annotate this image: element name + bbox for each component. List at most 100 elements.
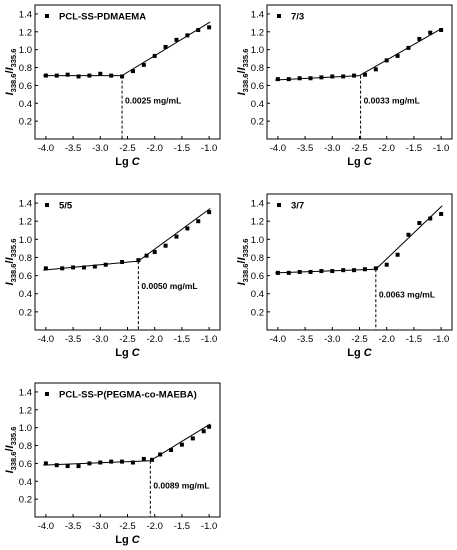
data-point xyxy=(174,37,179,42)
legend-label: 7/3 xyxy=(291,12,304,23)
y-axis-label-part: 338.6 xyxy=(9,264,18,283)
y-tick-label: 0.4 xyxy=(19,477,32,488)
y-tick-label: 0.2 xyxy=(19,117,32,128)
data-point xyxy=(352,73,357,78)
data-point xyxy=(152,53,157,58)
x-tick-label: -1.0 xyxy=(433,143,449,154)
y-tick-label: 1.0 xyxy=(19,45,32,56)
legend-label: 3/7 xyxy=(291,201,304,212)
y-tick-label: 0.6 xyxy=(251,271,264,282)
data-point xyxy=(81,265,86,270)
data-point xyxy=(362,72,367,77)
legend-label: PCL-SS-P(PEGMA-co-MAEBA) xyxy=(59,390,197,401)
x-axis-label-text: Lg xyxy=(347,156,360,168)
legend-label: 5/5 xyxy=(59,201,73,212)
plot-frame xyxy=(266,4,453,140)
data-point xyxy=(54,73,59,78)
data-point xyxy=(141,62,146,67)
y-axis-label-part: 338.6 xyxy=(241,264,250,283)
data-point xyxy=(65,72,70,77)
data-point xyxy=(275,270,280,275)
x-tick-label: -4.0 xyxy=(38,521,54,532)
y-axis-label-part: I xyxy=(236,256,248,260)
data-point xyxy=(87,461,92,466)
x-tick-label: -3.0 xyxy=(324,143,340,154)
legend-marker xyxy=(277,203,281,207)
x-tick-label: -1.0 xyxy=(433,334,449,345)
x-tick-label: -3.0 xyxy=(92,521,108,532)
y-axis-label-part: / xyxy=(236,70,248,73)
x-tick-label: -1.5 xyxy=(174,143,190,154)
data-point xyxy=(297,269,302,274)
data-point xyxy=(308,76,313,81)
y-axis-label: I338.6/I335.6 xyxy=(4,49,18,96)
y-tick-label: 0.8 xyxy=(251,63,264,74)
y-tick-label: 0.4 xyxy=(251,289,264,300)
data-point xyxy=(286,77,291,82)
data-point xyxy=(319,75,324,80)
y-tick-label: 1.2 xyxy=(19,217,32,228)
x-axis-label-italic: C xyxy=(132,534,141,546)
data-point xyxy=(439,211,444,216)
y-axis-label-part: / xyxy=(236,260,248,263)
data-point xyxy=(103,262,108,267)
x-tick-label: -3.5 xyxy=(65,521,81,532)
data-point xyxy=(169,448,174,452)
data-point xyxy=(275,77,280,82)
data-point xyxy=(201,429,206,434)
y-tick-label: 1.0 xyxy=(251,45,264,56)
cmc-annotation: 0.0033 mg/mL xyxy=(364,96,420,106)
data-point xyxy=(179,442,184,447)
plot-frame xyxy=(34,382,221,518)
x-tick-label: -2.0 xyxy=(147,143,163,154)
data-point xyxy=(43,73,48,78)
data-point xyxy=(120,74,125,79)
x-tick-label: -2.5 xyxy=(119,521,135,532)
data-point xyxy=(87,73,92,78)
x-tick-label: -1.0 xyxy=(201,334,217,345)
data-point xyxy=(207,424,212,429)
x-tick-label: -2.0 xyxy=(379,143,395,154)
y-axis-label-part: 335.6 xyxy=(9,427,18,446)
data-point xyxy=(149,457,154,462)
data-point xyxy=(330,269,335,274)
y-axis-label-part: / xyxy=(4,448,16,451)
data-point xyxy=(144,253,149,258)
x-axis-label-text: Lg xyxy=(115,534,128,546)
fit-line-high xyxy=(375,205,443,270)
y-axis-label-part: I xyxy=(4,256,16,260)
x-axis-label-italic: C xyxy=(132,347,141,359)
x-tick-label: -3.5 xyxy=(297,143,313,154)
legend-marker xyxy=(45,14,49,18)
x-axis-label-text: Lg xyxy=(115,156,128,168)
data-point xyxy=(384,58,389,63)
data-point xyxy=(308,269,313,274)
x-tick-label: -4.0 xyxy=(38,334,54,345)
chart-panel-4: -4.0 -3.5 -3.0 -2.5 -2.0 -1.5 -1.0 0.2 0.4 0.6 0.8… xyxy=(236,193,453,359)
y-tick-label: 0.6 xyxy=(19,459,32,470)
data-point xyxy=(60,266,65,271)
fit-line-low xyxy=(275,268,376,274)
x-tick-label: -1.5 xyxy=(406,334,422,345)
x-tick-label: -1.5 xyxy=(174,521,190,532)
legend-marker xyxy=(277,14,281,18)
x-tick-label: -3.0 xyxy=(324,334,340,345)
data-point xyxy=(286,270,291,275)
y-tick-label: 1.0 xyxy=(19,235,32,246)
x-axis-label: Lg C xyxy=(115,156,141,168)
data-point xyxy=(92,264,97,269)
x-tick-label: -3.0 xyxy=(92,334,108,345)
y-axis-label-part: I xyxy=(4,281,16,285)
data-point xyxy=(207,25,212,30)
x-axis-label: Lg C xyxy=(347,347,373,359)
y-axis-label-part: I xyxy=(4,91,16,95)
y-tick-label: 1.0 xyxy=(251,235,264,246)
data-point xyxy=(207,210,212,215)
cmc-annotation: 0.0063 mg/mL xyxy=(379,289,435,299)
data-point xyxy=(319,269,324,274)
cmc-annotation: 0.0050 mg/mL xyxy=(141,281,197,291)
x-tick-label: -1.5 xyxy=(174,334,190,345)
data-point xyxy=(109,73,114,78)
data-point xyxy=(120,459,125,464)
fit-line-high xyxy=(359,27,443,77)
